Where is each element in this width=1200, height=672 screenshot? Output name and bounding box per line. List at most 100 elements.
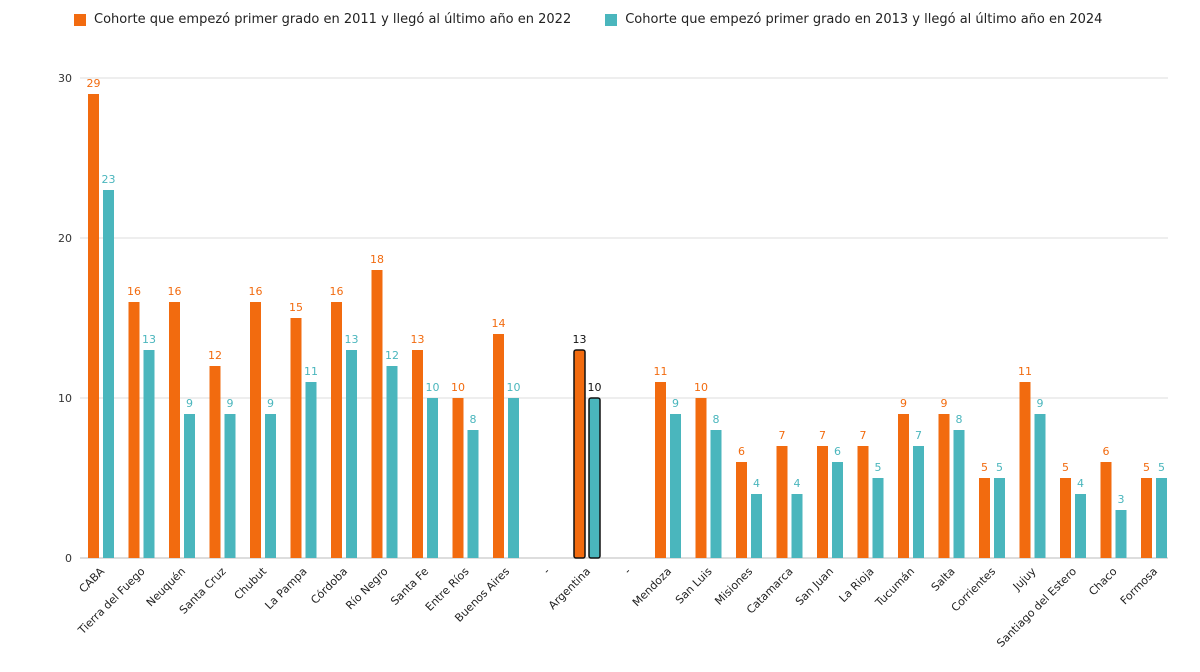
y-tick-label-20: 20 bbox=[58, 232, 72, 245]
data-label-series-2-24: 4 bbox=[1077, 477, 1084, 490]
data-label-series-1-17: 7 bbox=[779, 429, 786, 442]
data-label-series-1-0: 29 bbox=[87, 77, 101, 90]
bar-series-2-10[interactable] bbox=[508, 398, 519, 558]
bar-series-1-4[interactable] bbox=[250, 302, 261, 558]
x-tick-label-26: Formosa bbox=[1118, 565, 1160, 607]
bar-series-1-8[interactable] bbox=[412, 350, 423, 558]
data-label-series-1-25: 6 bbox=[1103, 445, 1110, 458]
x-tick-label-23: Jujuy bbox=[1010, 565, 1039, 594]
data-label-series-1-22: 5 bbox=[981, 461, 988, 474]
bar-series-2-1[interactable] bbox=[143, 350, 155, 558]
x-tick-label-24: Santiago del Estero bbox=[994, 565, 1079, 650]
bar-series-1-0[interactable] bbox=[88, 94, 99, 558]
bar-series-1-3[interactable] bbox=[209, 366, 221, 558]
data-label-series-2-9: 8 bbox=[470, 413, 477, 426]
bar-series-1-15[interactable] bbox=[695, 398, 707, 558]
data-label-series-2-12: 10 bbox=[588, 381, 602, 394]
bar-series-2-15[interactable] bbox=[710, 430, 722, 558]
bar-series-1-6[interactable] bbox=[331, 302, 342, 558]
data-label-series-1-9: 10 bbox=[451, 381, 465, 394]
legend-label-series-2: Cohorte que empezó primer grado en 2013 … bbox=[625, 12, 1103, 27]
bar-series-1-5[interactable] bbox=[290, 318, 302, 558]
bar-series-1-23[interactable] bbox=[1019, 382, 1031, 558]
bar-series-2-3[interactable] bbox=[224, 414, 236, 558]
data-label-series-2-6: 13 bbox=[345, 333, 359, 346]
x-tick-label-21: Salta bbox=[929, 565, 958, 594]
legend-item-series-1[interactable]: Cohorte que empezó primer grado en 2011 … bbox=[74, 12, 571, 27]
data-label-series-2-21: 8 bbox=[956, 413, 963, 426]
bar-series-2-17[interactable] bbox=[791, 494, 803, 558]
x-tick-label-20: Tucumán bbox=[872, 565, 917, 610]
data-label-series-1-26: 5 bbox=[1143, 461, 1150, 474]
data-label-series-2-2: 9 bbox=[186, 397, 193, 410]
data-label-series-2-0: 23 bbox=[102, 173, 116, 186]
bar-series-1-18[interactable] bbox=[817, 446, 828, 558]
data-label-series-1-8: 13 bbox=[411, 333, 425, 346]
legend-swatch-series-1 bbox=[74, 13, 86, 26]
x-tick-label-5: La Pampa bbox=[262, 565, 309, 612]
data-label-series-1-15: 10 bbox=[694, 381, 708, 394]
bar-series-2-26[interactable] bbox=[1156, 478, 1167, 558]
data-label-series-2-18: 6 bbox=[834, 445, 841, 458]
data-label-series-1-18: 7 bbox=[819, 429, 826, 442]
bar-series-2-24[interactable] bbox=[1075, 494, 1086, 558]
bar-series-2-22[interactable] bbox=[994, 478, 1005, 558]
legend-label-series-1: Cohorte que empezó primer grado en 2011 … bbox=[94, 12, 572, 27]
bar-series-1-25[interactable] bbox=[1100, 462, 1112, 558]
bar-series-1-21[interactable] bbox=[938, 414, 950, 558]
data-label-series-1-24: 5 bbox=[1062, 461, 1069, 474]
x-tick-label-13: - bbox=[622, 565, 634, 577]
x-tick-label-15: San Luis bbox=[673, 565, 715, 607]
bar-series-2-0[interactable] bbox=[103, 190, 114, 558]
data-label-series-2-23: 9 bbox=[1037, 397, 1044, 410]
legend-item-series-2[interactable]: Cohorte que empezó primer grado en 2013 … bbox=[605, 12, 1102, 27]
bar-series-1-17[interactable] bbox=[776, 446, 788, 558]
bar-series-2-16[interactable] bbox=[751, 494, 762, 558]
bar-series-1-16[interactable] bbox=[736, 462, 747, 558]
bar-series-1-19[interactable] bbox=[857, 446, 869, 558]
bar-series-2-7[interactable] bbox=[386, 366, 398, 558]
data-label-series-2-1: 13 bbox=[142, 333, 156, 346]
bar-series-2-19[interactable] bbox=[872, 478, 884, 558]
bar-series-1-14[interactable] bbox=[655, 382, 666, 558]
data-label-series-1-23: 11 bbox=[1018, 365, 1032, 378]
data-label-series-1-1: 16 bbox=[127, 285, 141, 298]
bar-series-1-26[interactable] bbox=[1141, 478, 1152, 558]
data-label-series-2-16: 4 bbox=[753, 477, 760, 490]
bar-series-1-20[interactable] bbox=[898, 414, 909, 558]
data-label-series-2-8: 10 bbox=[426, 381, 440, 394]
data-label-series-2-15: 8 bbox=[713, 413, 720, 426]
bar-series-1-7[interactable] bbox=[371, 270, 383, 558]
bar-series-2-18[interactable] bbox=[832, 462, 843, 558]
bar-series-2-23[interactable] bbox=[1034, 414, 1046, 558]
bar-series-2-20[interactable] bbox=[913, 446, 924, 558]
legend-swatch-series-2 bbox=[605, 13, 618, 26]
bar-series-2-12[interactable] bbox=[588, 397, 601, 559]
data-label-series-1-19: 7 bbox=[860, 429, 867, 442]
data-label-series-1-21: 9 bbox=[941, 397, 948, 410]
bar-series-1-9[interactable] bbox=[452, 398, 464, 558]
bar-series-1-24[interactable] bbox=[1060, 478, 1071, 558]
y-tick-label-10: 10 bbox=[58, 392, 72, 405]
bar-series-2-2[interactable] bbox=[184, 414, 195, 558]
bar-series-1-12[interactable] bbox=[573, 349, 586, 559]
bar-series-2-25[interactable] bbox=[1115, 510, 1127, 558]
bar-series-1-10[interactable] bbox=[493, 334, 504, 558]
data-label-series-1-6: 16 bbox=[330, 285, 344, 298]
x-tick-label-11: - bbox=[541, 565, 553, 577]
data-label-series-2-20: 7 bbox=[915, 429, 922, 442]
data-label-series-2-7: 12 bbox=[385, 349, 399, 362]
bar-series-2-14[interactable] bbox=[670, 414, 681, 558]
bar-series-2-21[interactable] bbox=[953, 430, 965, 558]
bar-series-2-8[interactable] bbox=[427, 398, 438, 558]
bar-series-2-5[interactable] bbox=[305, 382, 317, 558]
data-label-series-1-3: 12 bbox=[208, 349, 222, 362]
bar-series-1-22[interactable] bbox=[979, 478, 990, 558]
bar-series-2-9[interactable] bbox=[467, 430, 479, 558]
bar-series-2-4[interactable] bbox=[265, 414, 276, 558]
bar-series-1-1[interactable] bbox=[128, 302, 140, 558]
y-tick-label-0: 0 bbox=[65, 552, 72, 565]
x-tick-label-22: Corrientes bbox=[949, 565, 999, 615]
bar-series-2-6[interactable] bbox=[346, 350, 357, 558]
bar-series-1-2[interactable] bbox=[169, 302, 180, 558]
